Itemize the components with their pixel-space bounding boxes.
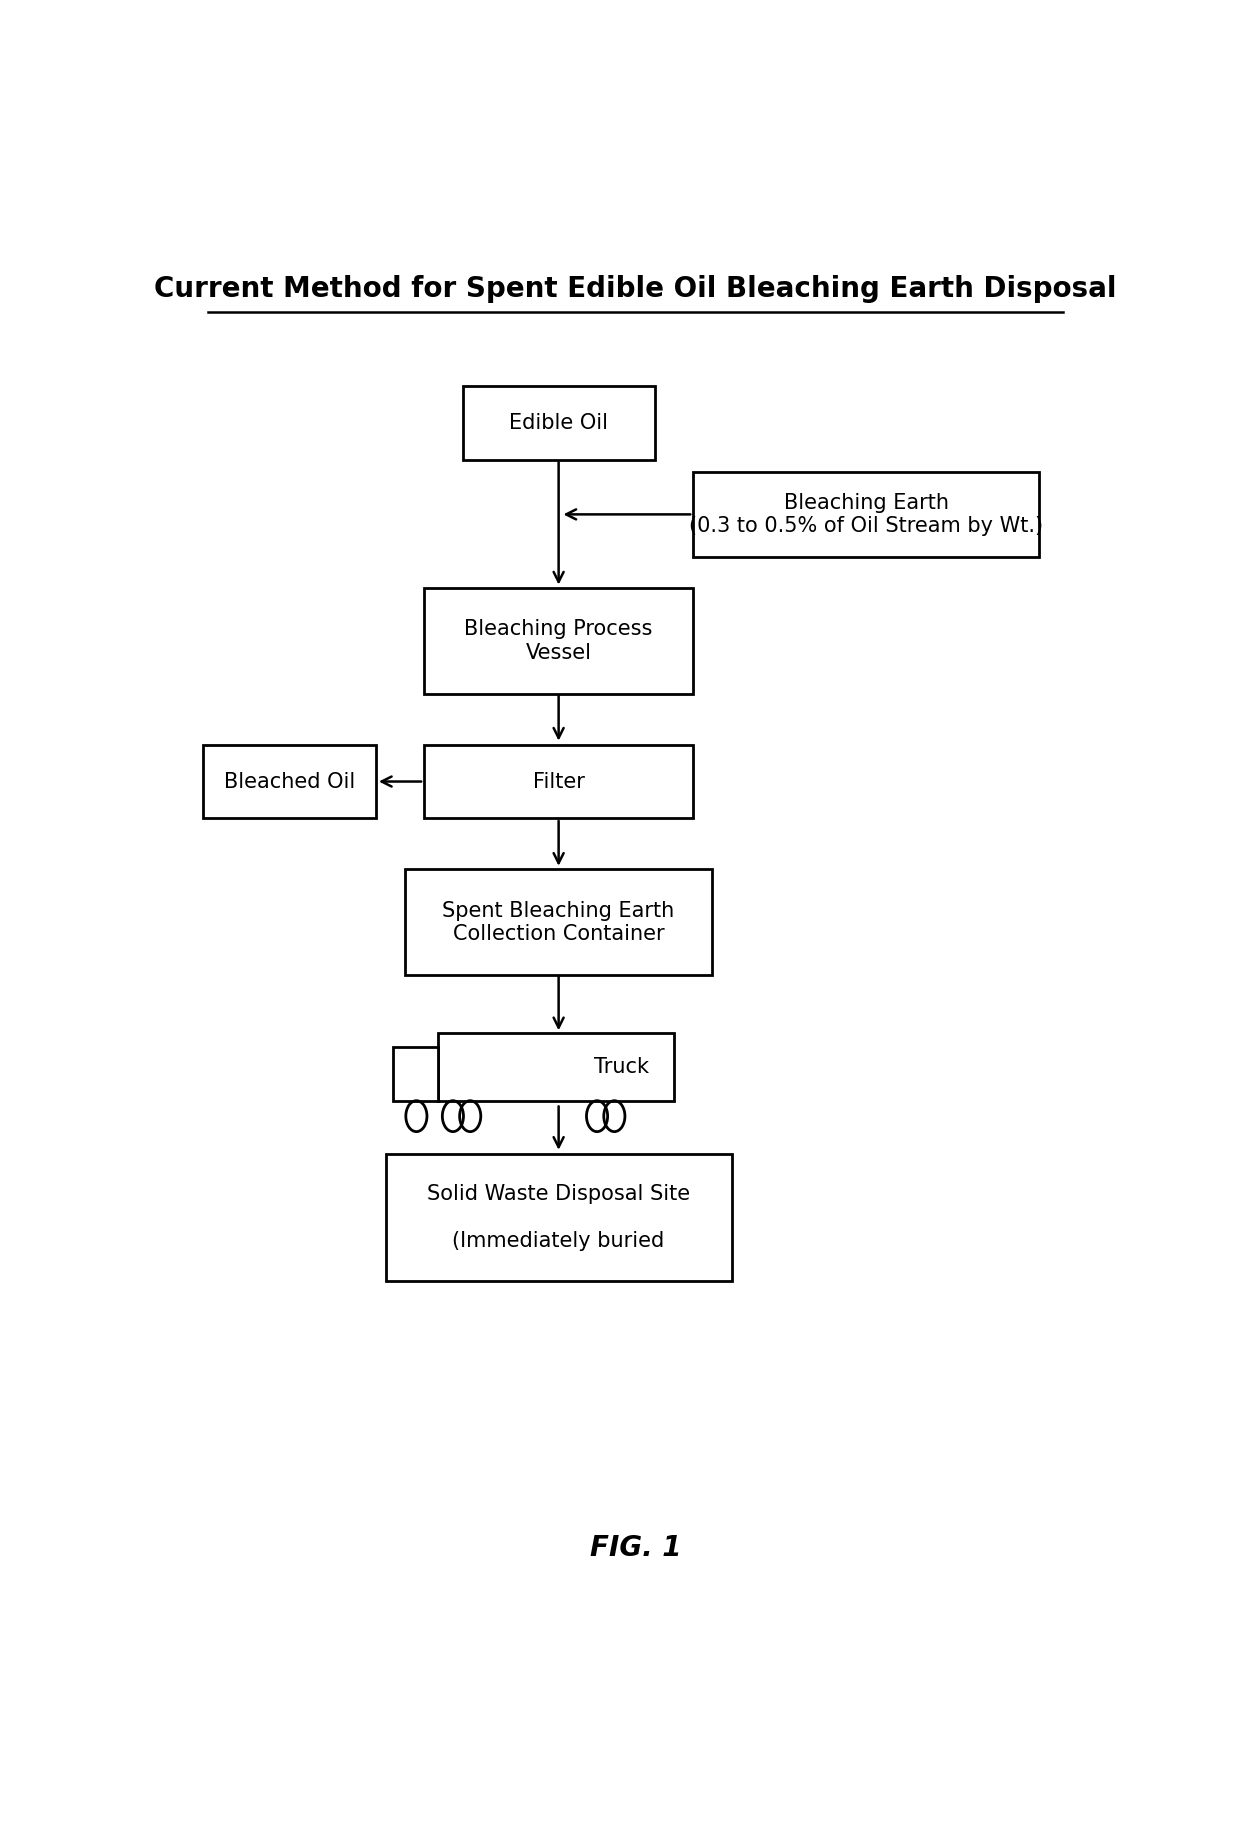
Text: Spent Bleaching Earth
Collection Container: Spent Bleaching Earth Collection Contain… bbox=[443, 900, 675, 944]
Text: Solid Waste Disposal Site

(Immediately buried: Solid Waste Disposal Site (Immediately b… bbox=[427, 1185, 691, 1251]
Text: Current Method for Spent Edible Oil Bleaching Earth Disposal: Current Method for Spent Edible Oil Blea… bbox=[154, 276, 1117, 303]
Bar bbox=[393, 1048, 438, 1101]
Bar bbox=[424, 745, 693, 818]
Text: Edible Oil: Edible Oil bbox=[510, 413, 608, 433]
Text: Bleached Oil: Bleached Oil bbox=[224, 772, 355, 791]
Text: Bleaching Process
Vessel: Bleaching Process Vessel bbox=[465, 619, 652, 663]
Bar bbox=[203, 745, 376, 818]
Text: FIG. 1: FIG. 1 bbox=[590, 1534, 681, 1561]
Text: Filter: Filter bbox=[533, 772, 584, 791]
Bar bbox=[424, 588, 693, 694]
Bar bbox=[463, 387, 655, 460]
Bar bbox=[439, 1034, 675, 1101]
Bar bbox=[386, 1154, 732, 1280]
Bar bbox=[404, 869, 713, 975]
Text: Bleaching Earth
(0.3 to 0.5% of Oil Stream by Wt.): Bleaching Earth (0.3 to 0.5% of Oil Stre… bbox=[689, 493, 1043, 537]
Bar bbox=[693, 473, 1039, 557]
Text: Truck: Truck bbox=[594, 1057, 649, 1077]
